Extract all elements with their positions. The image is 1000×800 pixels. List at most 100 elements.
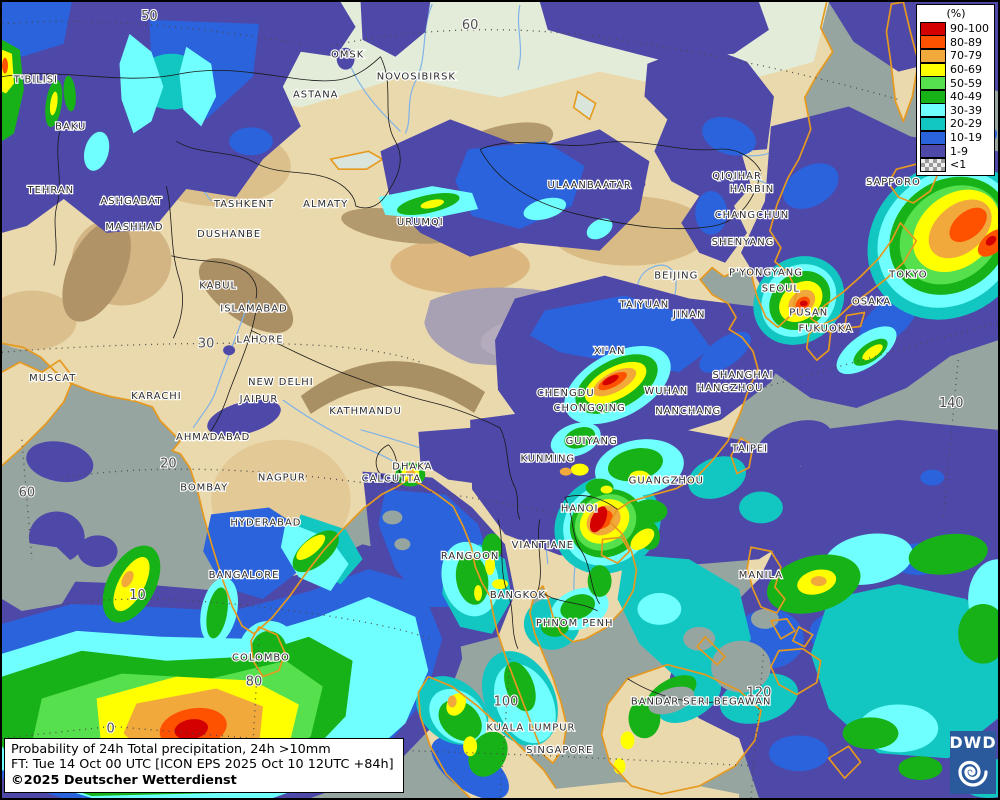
city-label-astana: ASTANA	[293, 90, 338, 101]
graticule-label-30: 30	[198, 336, 214, 351]
info-line-product: Probability of 24h Total precipitation, …	[11, 741, 331, 757]
city-label-dushanbe: DUSHANBE	[197, 229, 261, 240]
city-label-p-yongyang: P'YONGYANG	[729, 268, 803, 279]
city-label-ahmadabad: AHMADABAD	[176, 432, 250, 443]
city-label-baku: BAKU	[55, 121, 86, 132]
legend-swatch	[920, 103, 946, 118]
legend-label: 80-89	[950, 35, 982, 49]
graticule-label-50: 50	[141, 9, 157, 24]
city-label-kabul: KABUL	[199, 281, 237, 292]
city-label-guangzhou: GUANGZHOU	[629, 476, 704, 487]
graticule-label-10: 10	[129, 588, 145, 603]
city-label-kuala-lumpur: KUALA LUMPUR	[486, 722, 575, 733]
legend-swatch	[920, 35, 946, 50]
city-label-chengdu: CHENGDU	[537, 388, 595, 399]
city-label-nanchang: NANCHANG	[655, 406, 721, 417]
legend-swatch	[920, 76, 946, 91]
legend-title: (%)	[946, 7, 966, 20]
city-label-nagpur: NAGPUR	[258, 473, 306, 484]
city-label-novosibirsk: NOVOSIBIRSK	[377, 72, 456, 83]
city-label-manila: MANILA	[739, 570, 783, 581]
city-label-changchun: CHANGCHUN	[715, 210, 789, 221]
legend-label: 10-19	[950, 131, 982, 145]
city-label-colombo: COLOMBO	[232, 653, 290, 664]
country-borders	[2, 56, 795, 703]
legend-row: 40-49	[920, 89, 992, 104]
city-label-tehran: TEHRAN	[27, 185, 75, 196]
graticule-label-120: 120	[747, 686, 772, 701]
city-label-mashhad: MASHHAD	[105, 222, 163, 233]
graticule-label-60: 60	[19, 486, 35, 501]
legend-row: 90-100	[920, 21, 992, 36]
city-label-shanghai: SHANGHAI	[713, 370, 774, 381]
city-label-hangzhou: HANGZHOU	[697, 383, 764, 394]
legend-label: 70-79	[950, 49, 982, 63]
info-box: Probability of 24h Total precipitation, …	[4, 737, 404, 793]
city-label-bangalore: BANGALORE	[209, 570, 280, 581]
legend-label: 20-29	[950, 117, 982, 131]
legend-swatch	[920, 89, 946, 104]
city-label-kunming: KUNMING	[521, 454, 576, 465]
city-label-calcutta: CALCUTTA	[362, 474, 421, 485]
city-label-xi-an: XI'AN	[594, 346, 626, 357]
city-label-harbin: HARBIN	[730, 184, 774, 195]
spiral-icon	[958, 760, 988, 787]
city-label-hyderabad: HYDERABAD	[230, 517, 301, 528]
city-label-kathmandu: KATHMANDU	[329, 406, 402, 417]
legend: (%) 90-100 80-89 70-79 60-69 50-59 40-49 30-39…	[916, 4, 995, 176]
city-label-new-delhi: NEW DELHI	[248, 377, 314, 388]
legend-row: 1-9	[920, 144, 992, 159]
city-label-phnom-penh: PHNOM PENH	[536, 618, 614, 629]
legend-swatch	[920, 116, 946, 131]
legend-swatch	[920, 144, 946, 159]
city-label-bandar-seri-begawan: BANDAR SERI BEGAWAN	[631, 696, 772, 707]
legend-row: 70-79	[920, 48, 992, 63]
city-label-lahore: LAHORE	[236, 334, 283, 345]
city-label-taipei: TAIPEI	[731, 444, 768, 455]
legend-row: 20-29	[920, 116, 992, 131]
city-label-tokyo: TOKYO	[888, 270, 927, 281]
precip-core-china	[602, 374, 619, 386]
legend-label: 1-9	[950, 144, 968, 158]
city-label-islamabad: ISLAMABAD	[220, 303, 287, 314]
city-label-shenyang: SHENYANG	[712, 237, 775, 248]
city-label-rangoon: RANGOON	[441, 551, 500, 562]
graticule-label-0: 0	[106, 721, 114, 736]
city-label-karachi: KARACHI	[131, 391, 182, 402]
city-label-bombay: BOMBAY	[180, 483, 228, 494]
legend-label: 60-69	[950, 63, 982, 77]
graticule-label-80: 80	[246, 675, 262, 690]
legend-row: 60-69	[920, 62, 992, 77]
city-label-jinan: JINAN	[672, 309, 706, 320]
legend-label: 40-49	[950, 90, 982, 104]
city-label-muscat: MUSCAT	[29, 373, 76, 384]
precip-core-indian-ocean	[174, 719, 209, 740]
city-label-viantiane: VIANTIANE	[512, 540, 574, 551]
city-label-urumqi: URUMQI	[397, 217, 444, 228]
graticule-label-140: 140	[939, 396, 964, 411]
city-label-taiyuan: TAIYUAN	[619, 299, 670, 310]
city-label-sapporo: SAPPORO	[866, 177, 921, 188]
legend-swatch	[920, 157, 946, 172]
legend-label: <1	[950, 158, 967, 172]
city-label-seoul: SEOUL	[762, 284, 800, 295]
legend-row: 10-19	[920, 130, 992, 145]
city-label-dhaka: DHAKA	[392, 462, 432, 473]
legend-swatch	[920, 21, 946, 36]
city-label-bangkok: BANGKOK	[490, 590, 546, 601]
city-label-wuhan: WUHAN	[644, 386, 688, 397]
dwd-logo: DWD	[949, 731, 997, 794]
graticule-label-60: 60	[462, 18, 478, 33]
city-label-jaipur: JAIPUR	[239, 394, 279, 405]
graticule	[2, 20, 998, 798]
city-label-pusan: PUSAN	[789, 307, 828, 318]
legend-entries: 90-100 80-89 70-79 60-69 50-59 40-49 30-39 20-2…	[920, 21, 992, 172]
legend-swatch	[920, 48, 946, 63]
city-label-ulaanbaatar: ULAANBAATAR	[548, 180, 632, 191]
city-labels: T'BILISI BAKU TEHRAN ASHGABAT MASHHAD TASHKEN…	[12, 49, 928, 758]
dwd-logo-text: DWD	[949, 733, 997, 752]
info-line-forecast-time: FT: Tue 14 Oct 00 UTC [ICON EPS 2025 Oct…	[11, 757, 394, 772]
city-label-qiqihar: QIQIHAR	[712, 171, 762, 182]
